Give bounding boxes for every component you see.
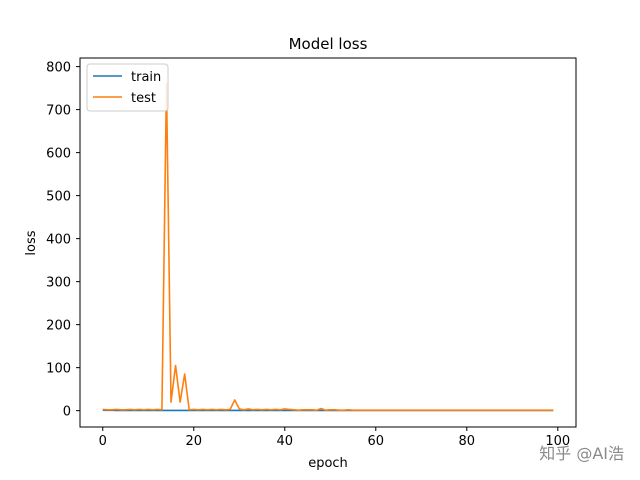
series-lines: [102, 83, 554, 412]
y-axis-title: loss: [24, 230, 39, 255]
y-tick-label: 700: [46, 104, 71, 119]
x-axis-title: epoch: [308, 456, 348, 471]
axis-ticks: 0 20 40 60 80 100 0 100 200 300 400 500 600 700 800: [46, 61, 570, 449]
y-tick-label: 600: [46, 147, 71, 162]
y-tick-label: 0: [63, 405, 71, 420]
y-tick-label: 500: [46, 190, 71, 205]
x-tick-label: 20: [185, 434, 202, 449]
chart-title: Model loss: [289, 35, 368, 53]
plot-frame: [79, 57, 577, 428]
legend-label-test: test: [131, 91, 156, 106]
y-tick-label: 200: [46, 319, 71, 334]
x-tick-label: 60: [368, 434, 385, 449]
series-line-test: [102, 83, 554, 412]
x-tick-label: 80: [459, 434, 476, 449]
y-tick-label: 300: [46, 276, 71, 291]
legend-label-train: train: [131, 70, 161, 85]
legend: train test: [86, 63, 169, 112]
plot-background: [80, 58, 576, 427]
x-tick-label: 0: [99, 434, 107, 449]
y-tick-label: 400: [46, 233, 71, 248]
y-tick-label: 100: [46, 362, 71, 377]
watermark: 知乎 @AI浩: [539, 444, 624, 463]
x-tick-label: 100: [545, 434, 570, 449]
x-tick-label: 40: [276, 434, 293, 449]
y-tick-label: 800: [46, 61, 71, 76]
